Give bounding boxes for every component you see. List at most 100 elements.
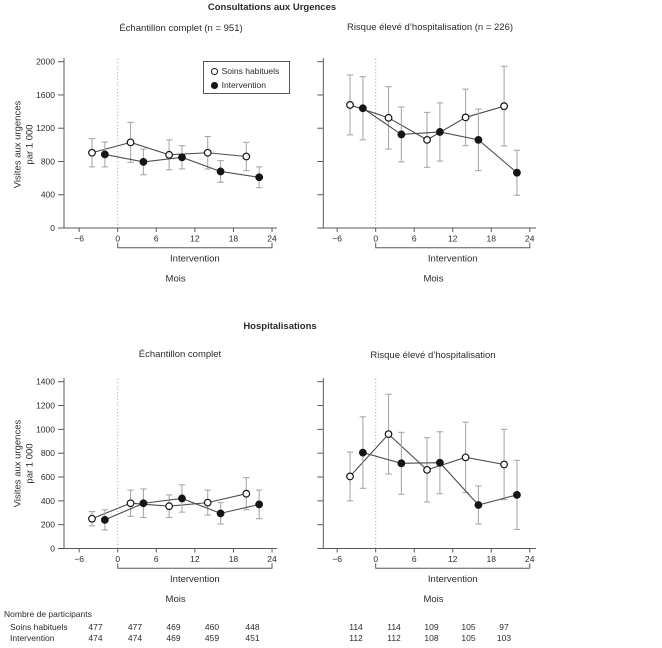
open-data-point [165, 502, 174, 511]
participants-count: 114 [349, 621, 363, 632]
x-axis-label: Mois [166, 594, 186, 605]
panel-hospitalisations-echantillon-complet: 0 200 400 600 800 1000 1200 1400 −6 0 6 12 18 24 Inter… [36, 377, 277, 605]
panel-title-urgences-risque: Risque élevé d’hospitalisation (n = 226) [346, 22, 514, 33]
intervention-bracket-label: Intervention [170, 574, 220, 585]
x-tick-label: 0 [115, 234, 120, 244]
series-intervention [358, 416, 521, 530]
filled-data-point [100, 150, 109, 159]
x-tick-label: 6 [412, 554, 417, 564]
y-tick-label: 200 [41, 520, 55, 530]
x-tick-label: 0 [373, 234, 378, 244]
x-tick-label: 24 [525, 554, 535, 564]
filled-data-point [139, 499, 148, 508]
panel-title-hosp-complet: Échantillon complet [138, 349, 222, 360]
x-tick-label: 24 [267, 234, 277, 244]
participants-count: 474 [88, 633, 103, 643]
open-data-point [384, 113, 393, 122]
x-tick-label: −6 [332, 554, 342, 564]
y-tick-label: 1200 [36, 401, 55, 411]
open-data-point [423, 465, 431, 474]
filled-data-point [474, 501, 483, 509]
legend: Soins habituels Intervention [203, 61, 290, 94]
y-axis [317, 58, 324, 229]
filled-data-point [513, 490, 521, 499]
x-tick-label: −6 [332, 234, 342, 244]
x-tick-label: 12 [190, 554, 200, 564]
open-data-point [165, 150, 174, 159]
open-data-point [88, 514, 96, 523]
legend-label-intervention: Intervention [221, 79, 267, 90]
figure-title-hospitalisations: Hospitalisations [243, 321, 317, 332]
participants-header: Nombre de participants [4, 609, 92, 619]
legend-label-soins-habituels: Soins habituels [221, 66, 280, 76]
open-data-point [384, 430, 393, 439]
open-data-point [346, 101, 354, 109]
participants-count: 103 [496, 633, 512, 643]
y-axis: 0 400 800 1200 1600 2000 [36, 57, 65, 233]
participants-count: 474 [127, 633, 143, 643]
intervention-bracket-label: Intervention [428, 254, 478, 265]
y-tick-label: 1000 [36, 424, 55, 434]
open-data-point [500, 102, 509, 111]
series-intervention [358, 76, 521, 196]
x-tick-label: 18 [487, 234, 497, 244]
participants-count: 477 [88, 621, 103, 632]
series-soins-habituels [88, 121, 251, 172]
x-tick-label: −6 [74, 234, 84, 244]
filled-data-point [216, 167, 225, 176]
y-tick-label: 1600 [36, 90, 55, 100]
intervention-bracket-label: Intervention [428, 574, 478, 585]
panel-urgences-echantillon-complet: 0 400 800 1200 1600 2000 −6 0 6 12 18 24 Interventio… [36, 57, 277, 285]
y-tick-label: 0 [50, 544, 55, 554]
open-data-point [346, 472, 354, 481]
participants-count: 460 [204, 621, 220, 632]
intervention-bracket [117, 563, 273, 569]
x-tick-label: 6 [154, 234, 159, 244]
x-tick-label: 18 [487, 554, 497, 564]
legend-item-soins-habituels: Soins habituels [211, 65, 289, 79]
filled-data-point [358, 104, 367, 113]
x-axis: −6 0 6 12 18 24 [64, 548, 277, 564]
open-data-point [126, 138, 135, 147]
panel-urgences-risque-eleve: −6 0 6 12 18 24 Intervention Mois [317, 58, 536, 285]
open-data-point [461, 113, 470, 122]
x-axis: −6 0 6 12 18 24 [323, 227, 536, 244]
x-tick-label: 12 [448, 234, 458, 244]
y-axis [317, 378, 324, 549]
participants-count: 109 [424, 621, 439, 632]
open-data-point [203, 148, 212, 157]
filled-data-point [397, 130, 406, 139]
filled-data-point [513, 168, 521, 177]
participants-count: 469 [166, 621, 181, 632]
filled-data-point [255, 500, 264, 509]
legend-item-intervention: Intervention [211, 79, 289, 93]
open-data-point [126, 499, 135, 508]
participants-count: 448 [245, 621, 260, 632]
x-tick-label: 18 [229, 234, 239, 244]
x-axis-label: Mois [423, 274, 443, 285]
participants-count: 477 [127, 621, 143, 632]
series-intervention [100, 484, 264, 531]
x-tick-label: 0 [115, 554, 120, 564]
participants-count: 105 [461, 621, 476, 632]
participants-count: 112 [349, 633, 363, 643]
x-axis-label: Mois [166, 274, 186, 285]
participants-count: 451 [245, 633, 260, 643]
open-data-point [500, 460, 509, 469]
filled-data-point [436, 458, 444, 467]
participants-count: 108 [424, 633, 439, 643]
y-tick-label: 800 [41, 448, 55, 458]
y-tick-label: 400 [41, 496, 55, 506]
open-data-point [242, 152, 251, 161]
open-data-point [242, 489, 251, 498]
series-intervention [100, 141, 264, 189]
x-tick-label: 0 [373, 554, 378, 564]
x-tick-label: 12 [190, 234, 200, 244]
y-axis: 0 200 400 600 800 1000 1200 1400 [36, 377, 65, 554]
x-tick-label: 24 [267, 554, 277, 564]
participants-count: 114 [387, 621, 401, 632]
filled-data-point [474, 135, 483, 144]
y-tick-label: 800 [41, 156, 55, 166]
